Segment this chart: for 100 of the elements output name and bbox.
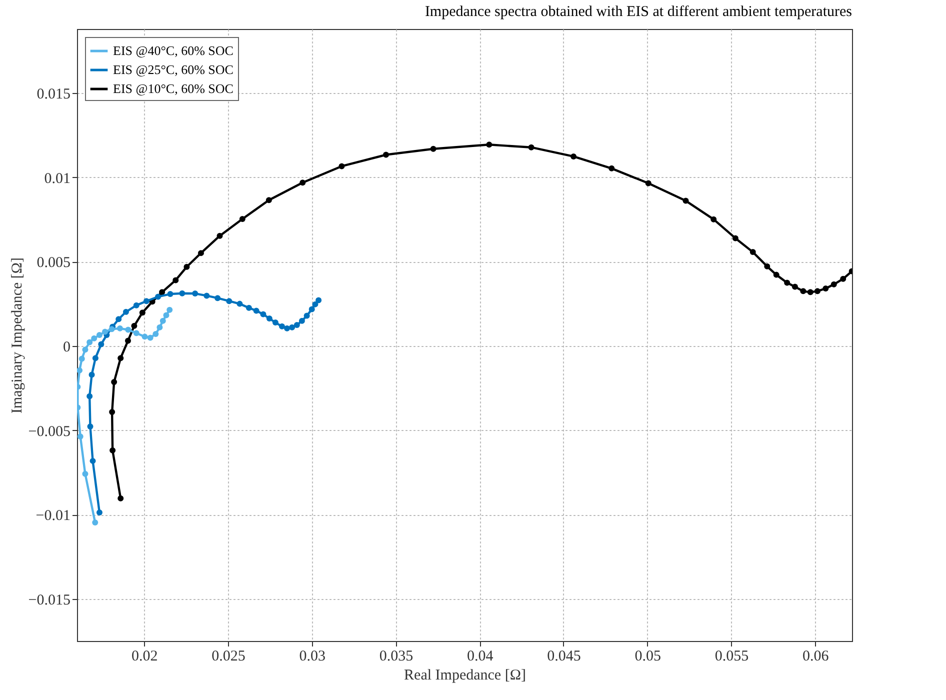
x-tick-label: 0.055: [714, 648, 749, 664]
point: [226, 298, 232, 304]
point: [96, 510, 102, 516]
y-tick-label: −0.005: [28, 424, 70, 440]
point: [750, 249, 756, 256]
point: [77, 367, 83, 374]
point: [710, 216, 717, 222]
x-tick-label: 0.02: [131, 648, 158, 664]
point: [266, 315, 272, 322]
point: [166, 306, 173, 313]
point: [773, 272, 780, 278]
point: [86, 339, 93, 346]
point: [179, 290, 186, 296]
point: [253, 308, 260, 314]
point: [82, 346, 88, 353]
point: [77, 434, 84, 440]
point: [108, 326, 115, 332]
point: [88, 372, 95, 378]
point: [152, 330, 159, 337]
point: [91, 335, 98, 342]
x-tick-label: 0.045: [547, 648, 581, 664]
point: [172, 277, 179, 284]
point: [382, 152, 389, 158]
point: [111, 379, 118, 386]
point: [125, 326, 132, 333]
point: [272, 320, 278, 326]
legend-label: EIS @25°C, 60% SOC: [113, 62, 234, 77]
point: [284, 325, 290, 332]
y-tick-label: −0.015: [28, 592, 70, 608]
point: [316, 297, 322, 304]
point: [167, 291, 174, 298]
point: [204, 292, 210, 299]
point: [184, 264, 190, 270]
point: [792, 284, 798, 290]
point: [298, 318, 305, 324]
point: [682, 198, 689, 204]
legend-label: EIS @10°C, 60% SOC: [113, 81, 234, 96]
x-tick-label: 0.025: [212, 648, 246, 664]
point: [486, 142, 492, 148]
point: [98, 341, 104, 348]
point: [304, 312, 310, 319]
point: [192, 290, 198, 297]
point: [430, 146, 436, 152]
point: [116, 316, 122, 322]
point: [840, 276, 846, 282]
point: [116, 325, 123, 332]
y-tick-label: 0.015: [36, 86, 70, 103]
point: [608, 165, 615, 172]
point: [294, 322, 300, 328]
point: [807, 289, 814, 296]
point: [90, 458, 96, 464]
point: [92, 519, 98, 526]
point: [830, 281, 837, 288]
point: [246, 304, 252, 311]
point: [163, 312, 170, 318]
point: [312, 301, 318, 308]
point: [784, 280, 790, 286]
point: [822, 285, 829, 292]
point: [156, 324, 163, 330]
x-axis-title: Real Impedance [Ω]: [404, 668, 526, 684]
point: [139, 310, 146, 316]
point: [122, 308, 129, 315]
point: [109, 409, 116, 416]
point: [308, 306, 315, 312]
x-tick-label: 0.06: [802, 648, 830, 664]
y-tick-label: −0.01: [36, 508, 70, 524]
y-axis-title: Imaginary Impedance [Ω]: [9, 257, 26, 414]
x-tick-label: 0.04: [466, 648, 494, 664]
point: [142, 334, 148, 340]
point: [124, 338, 131, 344]
point: [159, 289, 166, 296]
x-tick-label: 0.03: [299, 648, 326, 664]
point: [96, 332, 102, 338]
chart-title: Impedance spectra obtained with EIS at different ambient temperatures: [424, 4, 852, 20]
point: [278, 323, 285, 330]
point: [118, 355, 124, 362]
point: [92, 355, 98, 362]
point: [133, 330, 140, 336]
point: [118, 495, 124, 502]
point: [160, 318, 166, 324]
point: [800, 288, 806, 294]
y-tick-label: 0: [63, 339, 70, 356]
x-tick-label: 0.05: [634, 648, 661, 664]
point: [131, 322, 138, 329]
legend-label: EIS @40°C, 60% SOC: [113, 43, 234, 58]
point: [814, 288, 820, 294]
point: [82, 470, 88, 477]
point: [198, 250, 204, 256]
point: [239, 216, 246, 222]
y-tick-label: 0.005: [36, 255, 70, 272]
point: [214, 295, 221, 302]
point: [86, 393, 93, 400]
point: [102, 328, 108, 335]
point: [338, 163, 345, 170]
point: [110, 447, 116, 454]
point: [87, 424, 94, 430]
point: [147, 334, 154, 341]
point: [216, 232, 223, 239]
y-tick-label: 0.01: [44, 170, 70, 187]
point: [645, 180, 652, 186]
